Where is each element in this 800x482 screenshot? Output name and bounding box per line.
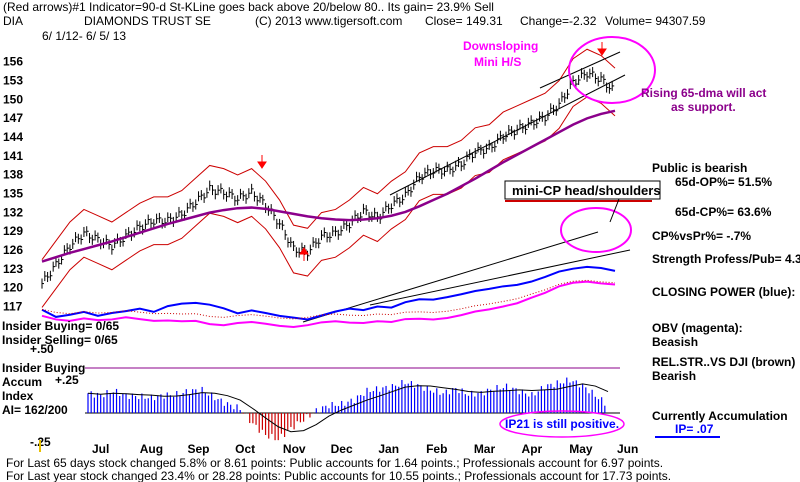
ai-text: AI= 162/200 <box>2 403 68 417</box>
closing-power-line <box>41 265 616 321</box>
x-tick-label: May <box>569 442 593 456</box>
x-axis-months: Jul Aug Sep Oct Nov Dec Jan Feb Mar Apr May Jun <box>39 440 638 456</box>
y-tick-label: 144 <box>3 130 23 144</box>
price-bands <box>41 48 616 308</box>
y-tick-label: 117 <box>3 300 23 314</box>
x-tick-label: Nov <box>283 442 306 456</box>
red-arrow-down-may <box>597 42 607 56</box>
date-range: 6/ 1/12- 6/ 5/ 13 <box>42 29 126 43</box>
index-text: Index <box>2 389 34 403</box>
cpvspr-text: CP%vsPr%= -.7% <box>652 229 751 243</box>
mini-cp-pointer <box>609 198 620 223</box>
x-tick-label: Jan <box>378 442 399 456</box>
footer-line1: For Last 65 days stock changed 5.8% or 8… <box>6 456 663 470</box>
insider-buying2-text: Insider Buying <box>2 361 85 375</box>
cp-text: 65d-CP%= 63.6% <box>675 205 772 219</box>
trendline-upper-2 <box>539 51 621 89</box>
insider-selling-text: Insider Selling= 0/65 <box>2 333 118 347</box>
y-tick-label: 123 <box>3 262 23 276</box>
accum-ma-line <box>87 383 609 433</box>
volume-value: Volume= 94307.59 <box>605 14 706 28</box>
hs-ellipse <box>568 36 656 104</box>
relstr-dotted-line <box>41 279 616 320</box>
ma65-line <box>41 109 616 263</box>
annotation-downsloping: Downsloping <box>463 39 538 53</box>
ip21-ellipse <box>499 410 625 438</box>
upper-band <box>41 48 616 261</box>
odp-text: 65d-OP%= 51.5% <box>675 175 772 189</box>
security-name: DIAMONDS TRUST SE <box>84 14 211 28</box>
copyright: (C) 2013 www.tigersoft.com <box>255 14 402 28</box>
closing-power-text: CLOSING POWER (blue): <box>652 285 795 299</box>
strength-text: Strength Profess/Pub= 4.3 <box>652 252 800 266</box>
header-line1: (Red arrows)#1 Indicator=90-d St-KLine g… <box>3 0 494 14</box>
y-tick-label: 153 <box>3 73 23 87</box>
accum-text: Accum <box>2 375 42 389</box>
lower-band <box>41 96 616 308</box>
x-tick-label: Jun <box>617 442 638 456</box>
obv-label-text: OBV (magenta): <box>652 321 743 335</box>
red-arrow-down-oct <box>257 155 267 169</box>
price-bars <box>41 67 615 289</box>
annotation-mini-cp: mini-CP head/shoulders <box>512 183 661 198</box>
y-tick-label: 147 <box>3 111 23 125</box>
y-tick-label: 141 <box>3 149 23 163</box>
annotation-rising65-1: Rising 65-dma will act <box>641 86 766 100</box>
public-text: Public is bearish <box>652 161 747 175</box>
y-tick-label: 132 <box>3 205 23 219</box>
x-tick-label: Mar <box>474 442 496 456</box>
mini-cp-box <box>504 180 661 200</box>
trendline-lower-2 <box>369 249 631 306</box>
change-value: Change=-2.32 <box>520 14 597 28</box>
y-tick-label: 156 <box>3 55 23 69</box>
y-tick-label: 126 <box>3 243 23 257</box>
plus25-label: +.25 <box>55 373 79 387</box>
annotation-ip21: IP21 is still positive. <box>505 417 619 431</box>
x-tick-label: Sep <box>187 442 209 456</box>
x-tick-label: Oct <box>235 442 255 456</box>
curr-accum-text: Currently Accumulation <box>652 409 788 423</box>
annotation-mini-hs: Mini H/S <box>474 55 521 69</box>
cp-hs-ellipse <box>560 207 632 253</box>
trendline-upper-1 <box>389 74 626 196</box>
x-tick-label: Apr <box>522 442 543 456</box>
accum-histogram <box>87 377 606 441</box>
relstr-label-text: REL.STR..VS DJI (brown) <box>652 355 795 369</box>
obv-line <box>41 280 616 329</box>
y-tick-label: 150 <box>3 92 23 106</box>
insider-buying-text: Insider Buying= 0/65 <box>2 319 119 333</box>
y-tick-label: 120 <box>3 281 23 295</box>
trendline-lower-1 <box>302 231 599 323</box>
relstr-value-text: Bearish <box>652 369 696 383</box>
ticker: DIA <box>3 14 23 28</box>
plus50-label: +.50 <box>30 342 54 356</box>
ip-text: IP= .07 <box>675 422 714 436</box>
red-arrow-up-nov <box>299 247 309 261</box>
footer-line2: For Last year stock changed 23.4% or 28.… <box>6 469 671 482</box>
x-tick-label: Aug <box>140 442 163 456</box>
y-tick-label: 129 <box>3 224 23 238</box>
close-value: Close= 149.31 <box>425 14 503 28</box>
red-arrows <box>257 42 607 261</box>
x-tick-label: Jul <box>92 442 109 456</box>
annotation-rising65-2: as support. <box>671 100 736 114</box>
trendlines <box>302 51 631 323</box>
x-tick-label: Feb <box>426 442 447 456</box>
y-tick-label: 135 <box>3 186 23 200</box>
obv-value-text: Beasish <box>652 335 698 349</box>
x-tick-label: Dec <box>331 442 353 456</box>
y-tick-label: 138 <box>3 168 23 182</box>
y-axis-ticks: 156 153 150 147 144 141 138 135 132 129 126 123 120 1… <box>3 55 23 314</box>
